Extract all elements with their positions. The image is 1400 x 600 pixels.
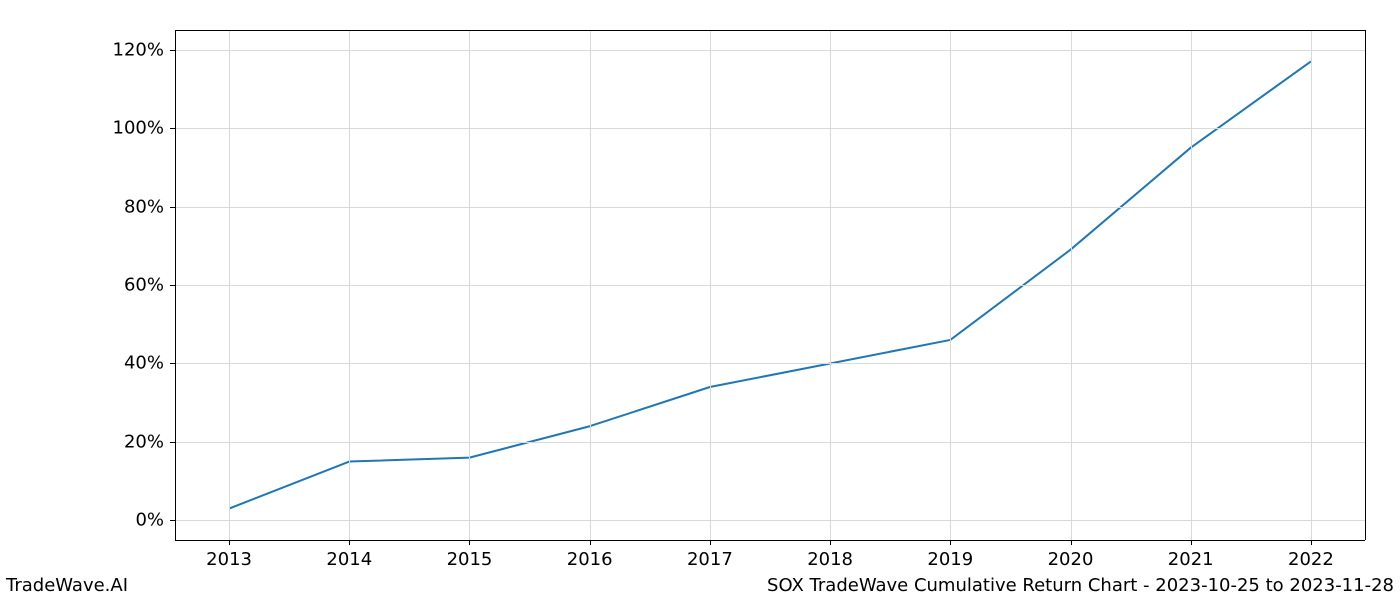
y-tick-label: 60% — [124, 275, 164, 296]
footer-left-label: TradeWave.AI — [6, 575, 128, 596]
chart-stage: 0% 20% 40% 60% 80% 100% 120% 2013 2014 2015 2016 2… — [0, 0, 1400, 600]
x-tick-label: 2013 — [206, 549, 252, 570]
y-tick-label: 0% — [135, 510, 164, 531]
gridline-horizontal — [175, 128, 1365, 129]
y-tick-label: 20% — [124, 431, 164, 452]
gridline-horizontal — [175, 50, 1365, 51]
axis-spine-top — [175, 30, 1365, 31]
axis-spine-left — [175, 30, 176, 540]
axis-spine-bottom — [175, 540, 1365, 541]
x-tick-label: 2018 — [807, 549, 853, 570]
gridline-horizontal — [175, 520, 1365, 521]
y-tick-label: 40% — [124, 353, 164, 374]
x-tick-label: 2019 — [927, 549, 973, 570]
gridline-horizontal — [175, 207, 1365, 208]
y-tick-label: 80% — [124, 196, 164, 217]
gridline-horizontal — [175, 442, 1365, 443]
x-tick-label: 2022 — [1288, 549, 1334, 570]
x-tick-label: 2020 — [1048, 549, 1094, 570]
axis-spine-right — [1365, 30, 1366, 540]
gridline-horizontal — [175, 363, 1365, 364]
y-tick-label: 100% — [113, 118, 164, 139]
gridline-horizontal — [175, 285, 1365, 286]
x-tick-label: 2015 — [447, 549, 493, 570]
footer-right-label: SOX TradeWave Cumulative Return Chart - … — [767, 575, 1394, 596]
x-tick-label: 2016 — [567, 549, 613, 570]
x-tick-label: 2017 — [687, 549, 733, 570]
x-tick-label: 2014 — [326, 549, 372, 570]
y-tick-label: 120% — [113, 39, 164, 60]
x-tick-label: 2021 — [1168, 549, 1214, 570]
